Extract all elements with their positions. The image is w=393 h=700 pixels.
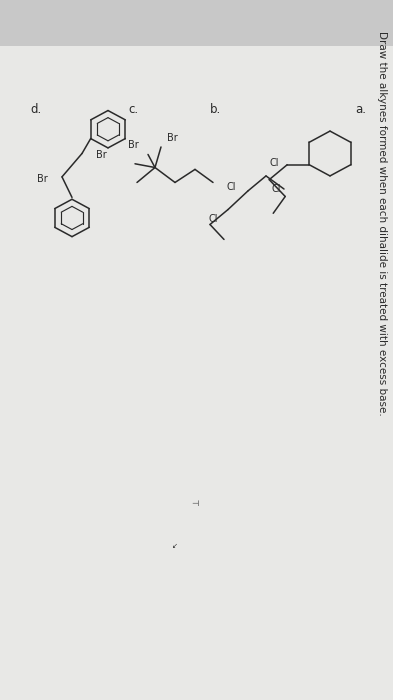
Text: Br: Br	[96, 150, 107, 160]
Text: Br: Br	[167, 132, 178, 143]
Text: Cl: Cl	[271, 184, 281, 194]
Text: Cl: Cl	[209, 214, 218, 224]
Text: Cl: Cl	[270, 158, 279, 168]
Text: a.: a.	[355, 103, 366, 116]
Text: Br: Br	[37, 174, 48, 183]
Text: b.: b.	[210, 103, 221, 116]
Text: Br: Br	[128, 140, 139, 150]
Text: c.: c.	[128, 103, 138, 116]
Text: ↙: ↙	[172, 543, 178, 549]
Text: Cl: Cl	[226, 182, 236, 192]
Text: ⊣: ⊣	[191, 499, 198, 508]
Text: d.: d.	[30, 103, 41, 116]
Text: Draw the alkynes formed when each dihalide is treated with excess base.: Draw the alkynes formed when each dihali…	[377, 32, 387, 416]
